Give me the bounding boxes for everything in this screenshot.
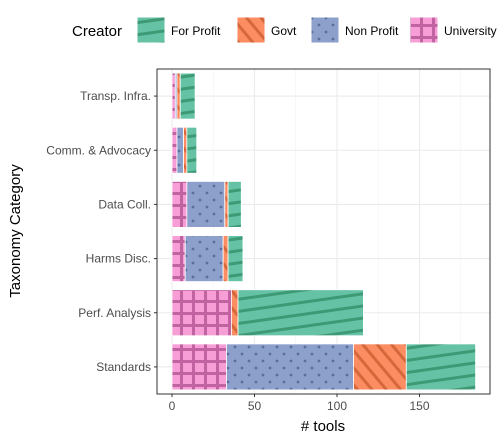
x-axis-title: # tools — [301, 418, 345, 435]
y-tick-label: Standards — [96, 360, 151, 374]
legend: Creator For Profit Govt Non Profit Universi… — [72, 16, 497, 44]
legend-label-university: University — [444, 24, 497, 38]
bar-comm-advocacy-for-profit — [186, 126, 198, 174]
y-tick-label: Data Coll. — [98, 197, 151, 211]
bar-data-coll-non-profit — [186, 181, 226, 228]
legend-key-university — [409, 16, 439, 44]
legend-item-university: University — [409, 16, 497, 44]
y-axis-title: Taxonomy Category — [7, 164, 24, 298]
x-tick-label: 0 — [169, 399, 176, 413]
y-tick-label: Perf. Analysis — [78, 306, 151, 320]
bar-perf-analysis-for-profit — [237, 289, 364, 337]
x-axis: 0 50 100 150 — [169, 394, 430, 413]
bars — [171, 72, 476, 391]
bar-standards-non-profit — [226, 343, 354, 391]
x-tick-label: 50 — [248, 399, 262, 413]
bar-harms-disc-university — [171, 235, 186, 282]
bar-transp-infra-govt — [176, 72, 181, 120]
legend-label-govt: Govt — [271, 24, 297, 38]
bar-standards-for-profit — [405, 343, 476, 391]
legend-key-govt — [236, 16, 266, 44]
legend-item-for-profit: For Profit — [136, 16, 221, 44]
legend-label-non-profit: Non Profit — [345, 24, 399, 38]
legend-label-for-profit: For Profit — [171, 24, 221, 38]
bar-perf-analysis-govt — [230, 289, 239, 337]
bar-harms-disc-govt — [222, 235, 229, 282]
bar-transp-infra-university — [171, 72, 176, 120]
bar-data-coll-for-profit — [227, 181, 242, 228]
legend-key-for-profit — [136, 16, 166, 44]
legend-title: Creator — [72, 23, 122, 40]
legend-item-govt: Govt — [236, 16, 297, 44]
bar-harms-disc-non-profit — [184, 235, 224, 282]
bar-comm-advocacy-university — [171, 126, 178, 174]
legend-item-non-profit: Non Profit — [310, 16, 399, 44]
x-tick-label: 100 — [327, 399, 347, 413]
y-axis: Standards Perf. Analysis Harms Disc. Data C… — [46, 89, 157, 374]
legend-key-non-profit — [310, 16, 340, 44]
bar-comm-advocacy-govt — [183, 126, 188, 174]
plot-border — [156, 68, 491, 395]
bar-standards-govt — [353, 343, 407, 391]
x-tick-label: 150 — [409, 399, 429, 413]
bar-standards-university — [171, 343, 227, 391]
y-tick-label: Harms Disc. — [86, 252, 151, 266]
bar-data-coll-govt — [224, 181, 229, 228]
bar-transp-infra-for-profit — [179, 72, 196, 120]
bar-harms-disc-for-profit — [227, 235, 244, 282]
bar-data-coll-university — [171, 181, 188, 228]
y-tick-label: Transp. Infra. — [80, 89, 151, 103]
plot-panel — [157, 69, 490, 394]
y-tick-label: Comm. & Advocacy — [46, 143, 151, 157]
bar-comm-advocacy-non-profit — [176, 126, 184, 174]
bar-perf-analysis-university — [171, 289, 232, 337]
